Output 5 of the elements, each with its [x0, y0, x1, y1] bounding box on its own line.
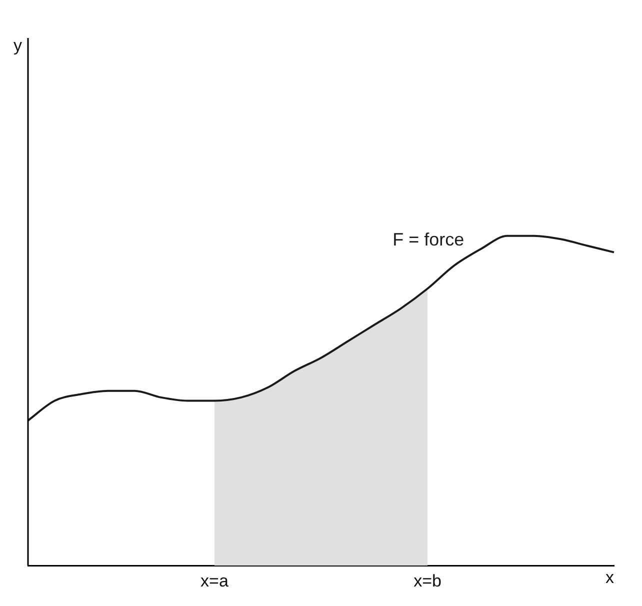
- x-tick-label: x=b: [414, 571, 442, 590]
- x-tick-label: x=a: [200, 571, 229, 590]
- series-label: F = force: [392, 229, 464, 250]
- text: y: [14, 36, 22, 56]
- x-axis-title: x: [606, 568, 614, 587]
